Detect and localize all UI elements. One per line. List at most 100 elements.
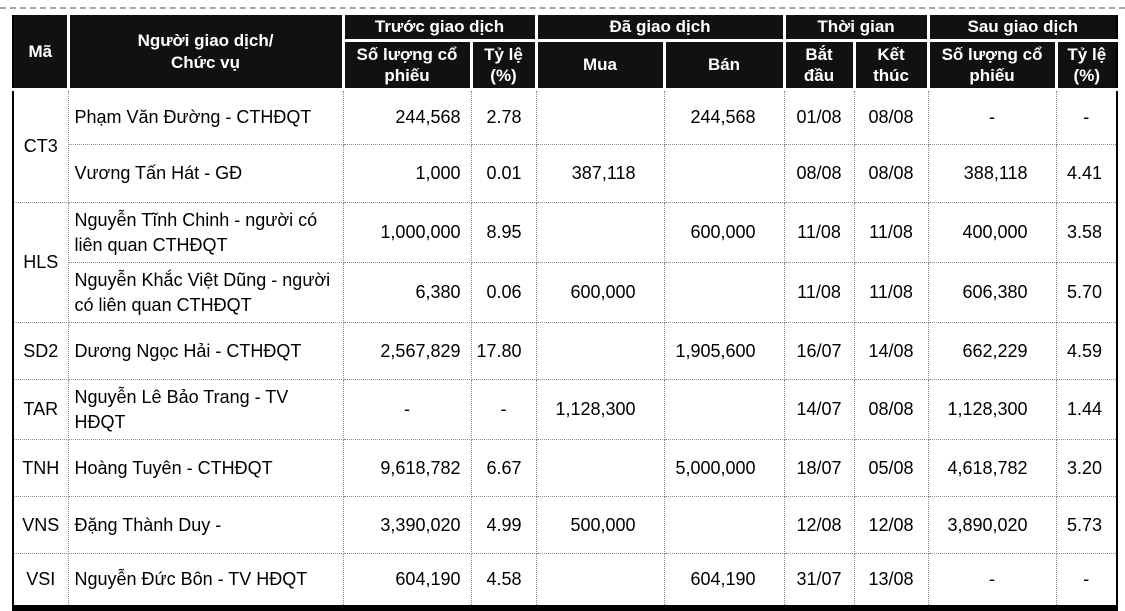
cell-ticker-code: SD2 [12, 322, 69, 380]
table-row: TAR Nguyễn Lê Bảo Trang - TV HĐQT - -1,128,… [12, 379, 1118, 440]
table-row: Nguyễn Khắc Việt Dũng - người có liên qu… [13, 262, 1118, 323]
cell-trader-name: Nguyễn Tĩnh Chinh - người có liên quan C… [67, 202, 344, 263]
cell-start: 11/08 [783, 202, 855, 263]
cell-after-shares: - [927, 89, 1057, 145]
cell-before-shares: 9,618,782 [342, 439, 472, 497]
cell-trader-name: Đặng Thành Duy - [67, 496, 344, 554]
cell-after-pct: 1.44 [1055, 379, 1118, 440]
cell-buy: 600,000 [535, 262, 665, 323]
col-header-code: Mã [12, 12, 70, 91]
cell-trader-name: Nguyễn Đức Bôn - TV HĐQT [67, 553, 344, 608]
cell-after-shares: - [927, 553, 1057, 608]
cell-after-pct: 5.73 [1055, 496, 1118, 554]
cell-sell [663, 262, 785, 323]
cell-start: 14/07 [783, 379, 855, 440]
cell-start: 18/07 [783, 439, 855, 497]
cell-end: 05/08 [853, 439, 929, 497]
cell-buy [535, 89, 665, 145]
cell-sell: 604,190 [663, 553, 785, 608]
table-row: VSI Nguyễn Đức Bôn - TV HĐQT 604,190 4.58 60… [12, 553, 1118, 608]
col-header-after-pct: Tỷ lệ (%) [1054, 39, 1119, 91]
cell-before-shares: 1,000 [342, 144, 472, 203]
cell-before-shares: 3,390,020 [342, 496, 472, 554]
cell-buy [535, 202, 665, 263]
cell-before-pct: 17.80 [470, 322, 537, 380]
table-row: HLS Nguyễn Tĩnh Chinh - người có liên qua… [12, 202, 1118, 323]
cell-start: 16/07 [783, 322, 855, 380]
cell-start: 08/08 [783, 144, 855, 203]
cell-sell [663, 496, 785, 554]
cell-trader-name: Nguyễn Khắc Việt Dũng - người có liên qu… [67, 262, 344, 323]
cell-trader-name: Phạm Văn Đường - CTHĐQT [67, 89, 344, 145]
table-row: Vương Tấn Hát - GĐ 1,000 0.01 387,118 08/08 0… [13, 144, 1118, 203]
cell-after-pct: 4.41 [1055, 144, 1118, 203]
cell-after-shares: 4,618,782 [927, 439, 1057, 497]
cell-before-pct: 8.95 [470, 202, 537, 263]
cell-before-shares: 1,000,000 [342, 202, 472, 263]
cell-ticker-code: TAR [12, 379, 69, 440]
cell-sell: 5,000,000 [663, 439, 785, 497]
cell-before-shares: - [342, 379, 472, 440]
cell-after-pct: 3.58 [1055, 202, 1118, 263]
cell-after-pct: 4.59 [1055, 322, 1118, 380]
cell-end: 08/08 [853, 144, 929, 203]
col-header-before-shares: Số lượng cổ phiếu [341, 39, 473, 91]
cell-sell [663, 379, 785, 440]
col-group-before: Trước giao dịch [341, 12, 538, 42]
cell-after-shares: 606,380 [927, 262, 1057, 323]
cell-sell: 1,905,600 [663, 322, 785, 380]
col-group-time: Thời gian [782, 12, 930, 42]
col-header-buy: Mua [534, 39, 666, 91]
cell-before-pct: 2.78 [470, 89, 537, 145]
cell-after-shares: 3,890,020 [927, 496, 1057, 554]
cell-end: 12/08 [853, 496, 929, 554]
cell-sell [663, 144, 785, 203]
cell-before-shares: 604,190 [342, 553, 472, 608]
col-header-trader: Người giao dịch/ Chức vụ [66, 12, 345, 91]
col-group-after: Sau giao dịch [926, 12, 1119, 42]
cell-before-pct: 6.67 [470, 439, 537, 497]
cell-before-shares: 244,568 [342, 89, 472, 145]
cell-after-shares: 400,000 [927, 202, 1057, 263]
cell-ticker-code: CT3 [12, 89, 69, 203]
cell-before-pct: 0.06 [470, 262, 537, 323]
cell-after-pct: - [1055, 89, 1118, 145]
cell-end: 08/08 [853, 89, 929, 145]
cell-trader-name: Nguyễn Lê Bảo Trang - TV HĐQT [67, 379, 344, 440]
page-top-dashed-divider [0, 7, 1125, 9]
table-row: TNH Hoàng Tuyên - CTHĐQT 9,618,782 6.67 5,00… [12, 439, 1118, 497]
cell-buy [535, 553, 665, 608]
table-row: VNS Đặng Thành Duy -3,390,020 4.99 500,000 1… [12, 496, 1118, 554]
cell-end: 11/08 [853, 202, 929, 263]
cell-before-pct: 4.58 [470, 553, 537, 608]
cell-sell: 600,000 [663, 202, 785, 263]
cell-after-shares: 388,118 [927, 144, 1057, 203]
insider-trading-table: Mã Người giao dịch/ Chức vụ Trước giao d… [12, 12, 1119, 611]
col-header-before-pct: Tỷ lệ (%) [469, 39, 538, 91]
cell-trader-name: Dương Ngọc Hải - CTHĐQT [67, 322, 344, 380]
cell-buy: 1,128,300 [535, 379, 665, 440]
cell-ticker-code: VNS [12, 496, 69, 554]
cell-end: 13/08 [853, 553, 929, 608]
col-header-end-date: Kết thúc [852, 39, 930, 91]
cell-buy [535, 322, 665, 380]
col-group-traded: Đã giao dịch [534, 12, 786, 42]
cell-after-pct: 5.70 [1055, 262, 1118, 323]
header-sub-row: Số lượng cổ phiếu Tỷ lệ (%) Mua Bán Bắt … [13, 39, 1119, 91]
cell-after-pct: - [1055, 553, 1118, 608]
cell-start: 31/07 [783, 553, 855, 608]
cell-trader-name: Hoàng Tuyên - CTHĐQT [67, 439, 344, 497]
cell-after-pct: 3.20 [1055, 439, 1118, 497]
cell-before-pct: - [470, 379, 537, 440]
cell-start: 12/08 [783, 496, 855, 554]
cell-sell: 244,568 [663, 89, 785, 145]
header-group-row: Mã Người giao dịch/ Chức vụ Trước giao d… [12, 12, 1119, 91]
cell-trader-name: Vương Tấn Hát - GĐ [67, 144, 344, 203]
cell-before-shares: 2,567,829 [342, 322, 472, 380]
cell-ticker-code: HLS [12, 202, 69, 323]
cell-end: 14/08 [853, 322, 929, 380]
cell-after-shares: 1,128,300 [927, 379, 1057, 440]
cell-buy: 387,118 [535, 144, 665, 203]
cell-after-shares: 662,229 [927, 322, 1057, 380]
